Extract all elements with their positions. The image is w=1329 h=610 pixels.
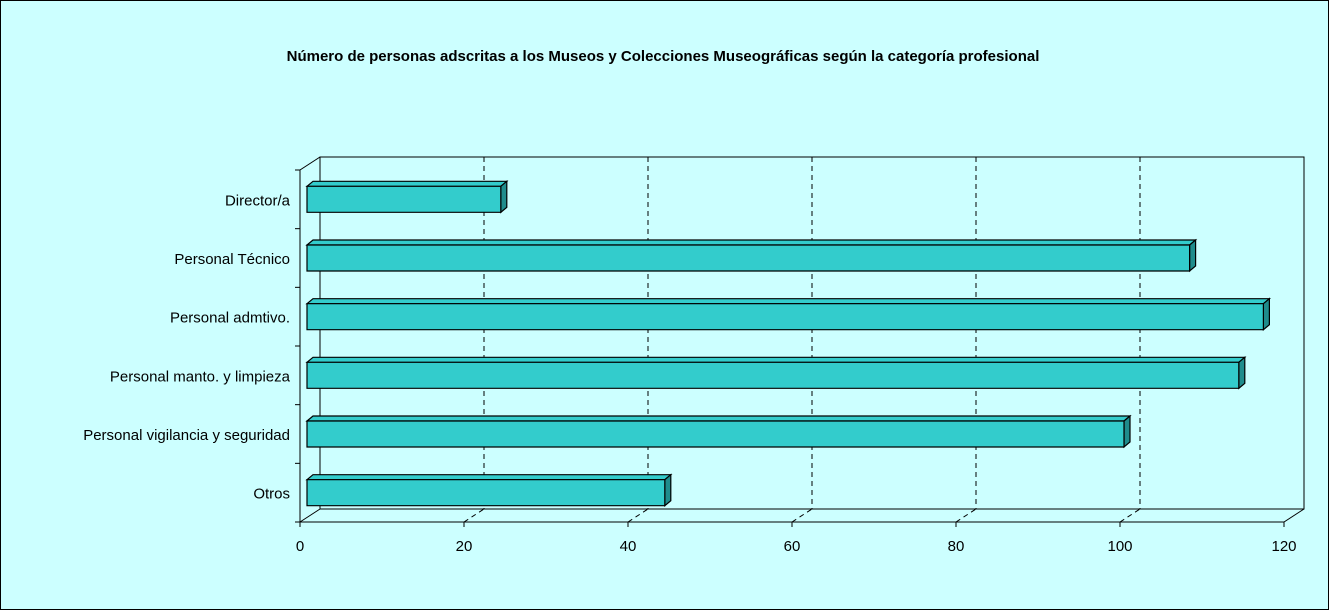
grid-line xyxy=(1119,508,1141,523)
bar-side xyxy=(1123,414,1131,449)
bar-top xyxy=(305,298,1272,305)
bar xyxy=(305,473,673,507)
y-tick-label: Personal admtivo. xyxy=(170,310,290,327)
x-tick-label: 40 xyxy=(620,538,637,555)
x-tick-label: 20 xyxy=(456,538,473,555)
bar xyxy=(305,238,1198,273)
bar-front xyxy=(306,244,1191,272)
bar-front xyxy=(306,479,666,507)
bar xyxy=(305,414,1132,449)
bar-side xyxy=(664,473,672,507)
bar-top xyxy=(305,474,673,481)
bar-front xyxy=(306,361,1240,389)
bar xyxy=(305,180,509,214)
y-tick-label: Personal vigilancia y seguridad xyxy=(83,427,290,444)
bar-top xyxy=(305,180,509,187)
grid-line xyxy=(627,508,649,523)
bar-top xyxy=(305,356,1247,363)
grid-line xyxy=(955,508,977,523)
grid-line xyxy=(463,508,485,523)
x-tick-label: 60 xyxy=(784,538,801,555)
bar-side xyxy=(1262,297,1271,331)
bar-side xyxy=(1238,356,1246,390)
bar xyxy=(305,297,1272,331)
bar-front xyxy=(306,185,502,213)
y-tick-label: Director/a xyxy=(225,192,291,209)
bar-side xyxy=(500,180,508,214)
y-tick-label: Personal Técnico xyxy=(174,251,290,268)
bar-top xyxy=(305,239,1198,246)
grid-line xyxy=(791,508,813,523)
bar xyxy=(305,356,1247,390)
bar-side xyxy=(1188,238,1197,273)
bar-front xyxy=(306,303,1265,331)
y-tick-label: Personal manto. y limpieza xyxy=(110,368,291,385)
chart-title: Número de personas adscritas a los Museo… xyxy=(286,48,1040,65)
bar-top xyxy=(305,415,1132,422)
y-tick-label: Otros xyxy=(253,486,290,503)
x-tick-label: 0 xyxy=(296,538,304,555)
x-tick-label: 120 xyxy=(1271,538,1296,555)
x-tick-label: 80 xyxy=(948,538,965,555)
x-tick-label: 100 xyxy=(1107,538,1132,555)
bar-front xyxy=(306,420,1125,448)
